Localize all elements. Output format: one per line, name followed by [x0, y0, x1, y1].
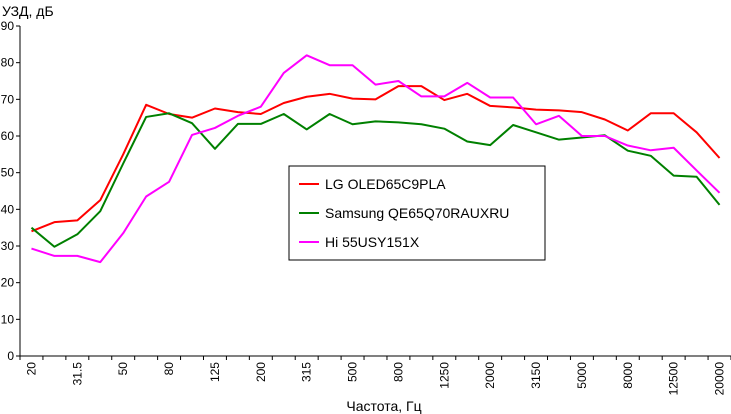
x-tick-label: 50 — [116, 362, 130, 376]
x-axis: 20 31.5 50 80 125 200 315 500 800 1250 2000 3150 500… — [19, 355, 731, 396]
x-tick-label: 5000 — [575, 362, 589, 389]
x-tick-label: 12500 — [667, 362, 681, 396]
y-axis: 0 10 20 30 40 50 60 70 80 90 — [1, 19, 21, 363]
x-tick-label: 500 — [346, 362, 360, 382]
x-tick-label: 315 — [300, 362, 314, 382]
x-tick-label: 8000 — [621, 362, 635, 389]
x-tick-label: 200 — [254, 362, 268, 382]
legend-label: Samsung QE65Q70RAUXRU — [325, 205, 509, 221]
y-tick-label: 60 — [1, 129, 15, 143]
legend-label: Hi 55USY151X — [325, 234, 420, 250]
y-tick-label: 90 — [1, 19, 15, 33]
x-tick-label: 3150 — [529, 362, 543, 389]
x-tick-label: 2000 — [483, 362, 497, 389]
y-tick-label: 70 — [1, 92, 15, 106]
y-tick-label: 0 — [7, 349, 14, 363]
series-line-3 — [31, 54, 721, 264]
y-tick-label: 30 — [1, 239, 15, 253]
x-tick-label: 1250 — [437, 362, 451, 389]
series-lines — [30, 54, 721, 264]
legend-label: LG OLED65C9PLA — [325, 176, 446, 192]
y-tick-label: 50 — [1, 166, 15, 180]
x-axis-title: Частота, Гц — [346, 398, 421, 414]
x-tick-label: 31.5 — [70, 362, 84, 386]
y-tick-label: 20 — [1, 276, 15, 290]
x-tick-label: 80 — [162, 362, 176, 376]
x-tick-label: 125 — [208, 362, 222, 382]
y-tick-label: 10 — [1, 312, 15, 326]
x-tick-label: 20 — [24, 362, 38, 376]
x-tick-label: 20000 — [713, 362, 727, 396]
y-tick-label: 40 — [1, 202, 15, 216]
series-line-1 — [31, 85, 721, 233]
y-tick-label: 80 — [1, 56, 15, 70]
x-tick-label: 800 — [391, 362, 405, 382]
y-axis-title: УЗД, дБ — [2, 3, 54, 19]
legend-box — [288, 165, 546, 261]
legend: LG OLED65C9PLA Samsung QE65Q70RAUXRU Hi 55… — [288, 165, 546, 261]
